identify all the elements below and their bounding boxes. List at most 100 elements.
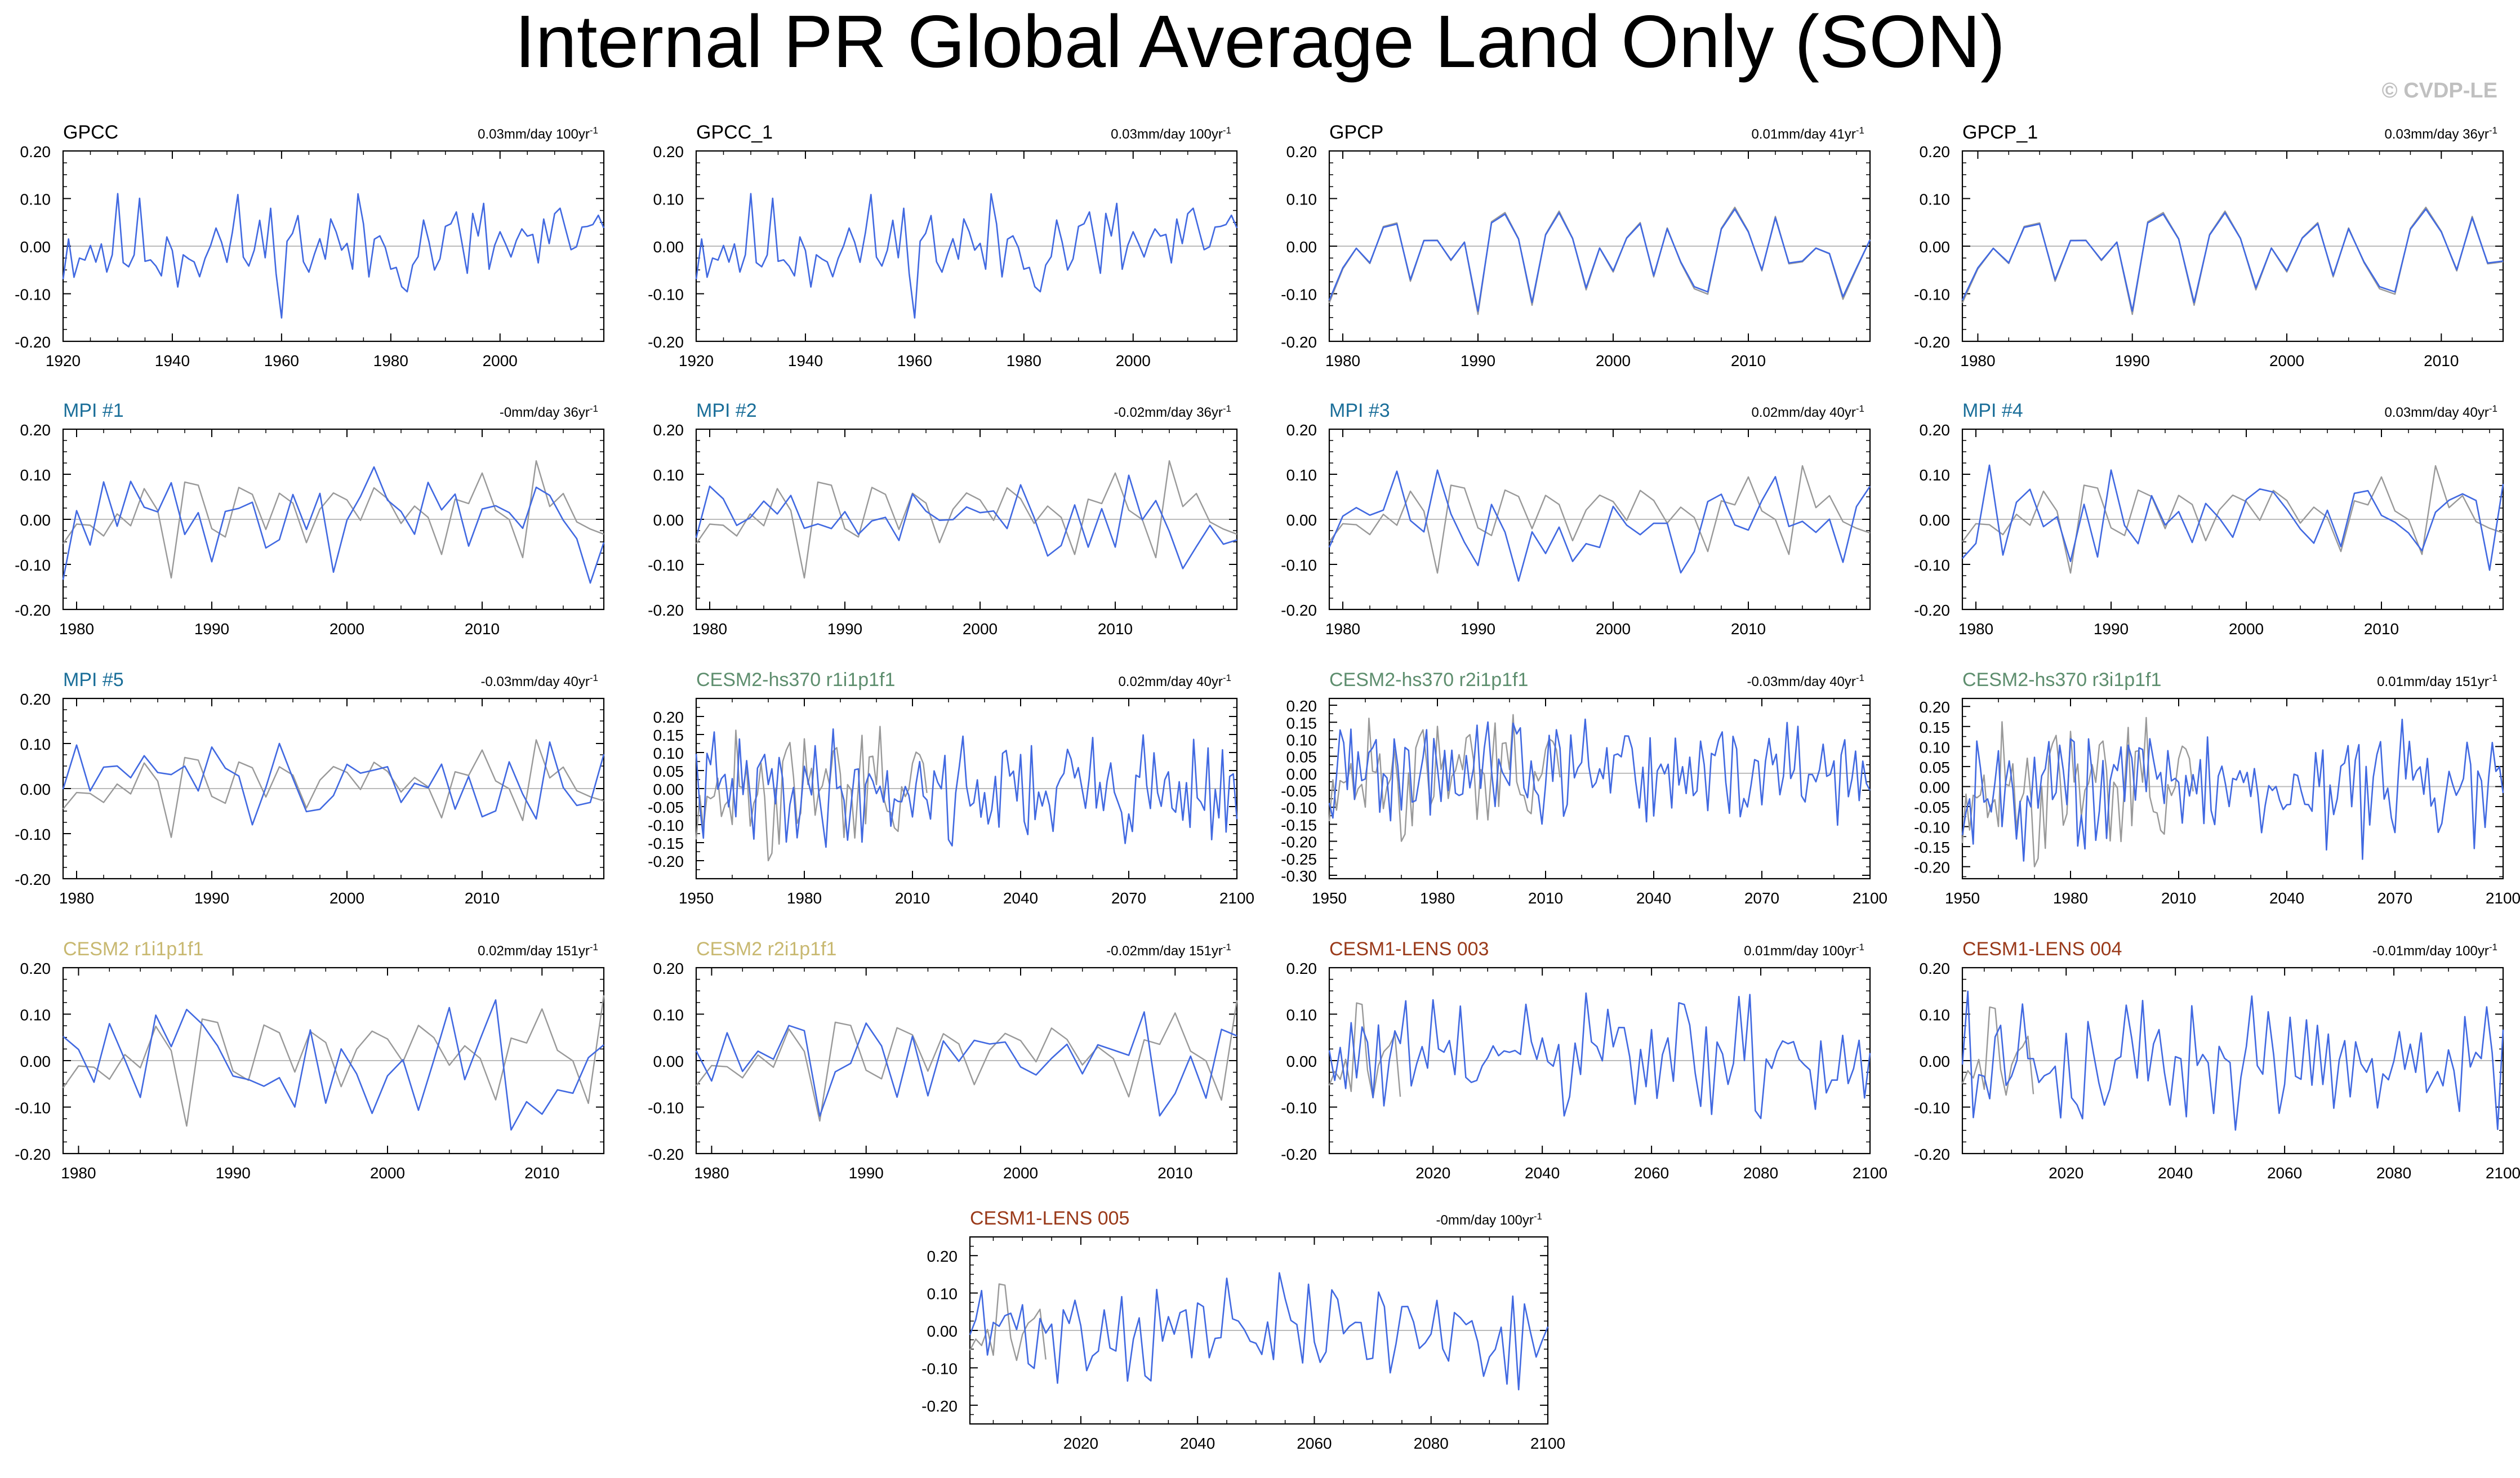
- y-tick-label: -0.20: [1914, 602, 1950, 619]
- x-tick-label: 2080: [1414, 1435, 1449, 1452]
- y-tick-label: 0.20: [653, 143, 684, 161]
- trend-exponent: -1: [1223, 125, 1231, 136]
- observation-series-line: [969, 1283, 1047, 1361]
- y-tick-label: 0.00: [1920, 778, 1951, 796]
- panel-trend: 0.02mm/day 151yr-1: [478, 942, 598, 959]
- x-tick-label: 1980: [1325, 352, 1360, 370]
- y-tick-label: 0.10: [653, 745, 684, 762]
- y-tick-label: -0.20: [1914, 859, 1950, 876]
- ensemble-series-line: [63, 999, 604, 1131]
- x-tick-label: 2040: [2269, 889, 2304, 907]
- y-tick-label: 0.20: [1286, 421, 1317, 439]
- y-tick-label: -0.20: [648, 333, 684, 351]
- observation-series-line: [1961, 206, 2504, 315]
- chart-panel: 0.20 0.10 0.00 -0.10 -0.20 1980 1990 2000 2010 CE…: [15, 938, 605, 1182]
- x-tick-label: 2000: [1596, 352, 1631, 370]
- chart-panel: 0.20 0.10 0.00 -0.10 -0.20 2020 2040 2060 2080 21…: [921, 1208, 1565, 1452]
- panel-trend: 0.03mm/day 36yr-1: [2384, 125, 2497, 143]
- x-tick-label: 1990: [194, 889, 229, 907]
- y-tick-label: 0.20: [1920, 960, 1951, 977]
- x-tick-label: 2000: [2229, 620, 2264, 638]
- y-tick-label: -0.10: [1914, 557, 1950, 574]
- panel-title: MPI #3: [1329, 400, 1390, 421]
- panel-trend: -0.02mm/day 151yr-1: [1106, 942, 1231, 959]
- x-tick-label: 2040: [1003, 889, 1038, 907]
- x-tick-label: 2000: [1003, 1164, 1038, 1182]
- chart-panel: 0.20 0.10 0.00 -0.10 -0.20 1980 1990 2000 2010 GP…: [1914, 122, 2504, 370]
- y-tick-label: 0.00: [20, 1053, 51, 1070]
- y-tick-label: 0.00: [653, 1053, 684, 1070]
- trend-exponent: -1: [1223, 942, 1231, 952]
- y-tick-label: 0.00: [1920, 511, 1951, 529]
- panel-trend: 0.01mm/day 151yr-1: [2377, 673, 2497, 690]
- chart-panel: 0.20 0.10 0.00 -0.10 -0.20 1980 1990 2000 2010 GP…: [1281, 122, 1871, 370]
- panel-trend: -0mm/day 100yr-1: [1436, 1211, 1542, 1228]
- y-tick-label: 0.20: [653, 421, 684, 439]
- panel-trend: -0mm/day 36yr-1: [500, 403, 598, 421]
- observation-series-line: [1961, 1006, 2034, 1096]
- panel-title: MPI #4: [1962, 400, 2023, 421]
- y-tick-label: -0.10: [15, 1099, 51, 1117]
- panel-title: CESM2 r1i1p1f1: [63, 938, 203, 960]
- panel-title: MPI #2: [696, 400, 757, 421]
- chart-panel: 0.20 0.10 0.00 -0.10 -0.20 1980 1990 2000 2010 MP…: [1914, 400, 2504, 638]
- y-tick-label: 0.00: [927, 1323, 958, 1340]
- trend-exponent: -1: [1534, 1211, 1542, 1222]
- chart-panel: 0.200.150.100.050.00-0.05-0.10-0.15-0.20…: [1914, 669, 2520, 907]
- y-tick-label: 0.10: [20, 191, 51, 208]
- y-tick-label: 0.00: [20, 511, 51, 529]
- x-tick-label: 1980: [2053, 889, 2088, 907]
- x-tick-label: 1980: [692, 620, 727, 638]
- y-tick-label: 0.10: [653, 191, 684, 208]
- trend-exponent: -1: [1856, 942, 1864, 952]
- chart-panel: 0.200.150.100.050.00-0.05-0.10-0.15-0.20…: [1281, 669, 1887, 907]
- x-tick-label: 1950: [1945, 889, 1980, 907]
- x-tick-label: 1940: [788, 352, 823, 370]
- x-tick-label: 1980: [1960, 352, 1995, 370]
- x-tick-label: 2010: [1731, 620, 1766, 638]
- x-tick-label: 2010: [524, 1164, 559, 1182]
- x-tick-label: 2010: [2424, 352, 2459, 370]
- x-tick-label: 1990: [1461, 352, 1495, 370]
- x-tick-label: 1990: [2115, 352, 2150, 370]
- y-tick-label: -0.20: [1914, 333, 1950, 351]
- y-tick-label: -0.20: [921, 1397, 958, 1415]
- panel-title: CESM2 r2i1p1f1: [696, 938, 836, 960]
- y-tick-label: 0.00: [1286, 511, 1317, 529]
- observation-series-line: [1328, 1002, 1401, 1099]
- y-tick-label: 0.20: [653, 709, 684, 726]
- x-tick-label: 1980: [1325, 620, 1360, 638]
- y-tick-label: -0.20: [648, 602, 684, 619]
- x-tick-label: 2020: [1415, 1164, 1450, 1182]
- x-tick-label: 2010: [1731, 352, 1766, 370]
- x-tick-label: 1980: [61, 1164, 96, 1182]
- y-tick-label: 0.15: [1286, 714, 1317, 732]
- y-tick-label: -0.05: [1281, 782, 1317, 800]
- y-tick-label: 0.05: [1286, 749, 1317, 766]
- x-tick-label: 1960: [264, 352, 299, 370]
- panel-trend: -0.02mm/day 36yr-1: [1114, 403, 1231, 421]
- x-tick-label: 1990: [849, 1164, 884, 1182]
- trend-exponent: -1: [2489, 403, 2497, 414]
- trend-exponent: -1: [1223, 403, 1231, 414]
- x-tick-label: 2060: [1297, 1435, 1332, 1452]
- y-tick-label: 0.00: [653, 781, 684, 798]
- trend-exponent: -1: [1856, 673, 1864, 683]
- observation-series-line: [1961, 716, 2194, 867]
- y-tick-label: -0.10: [1281, 1099, 1317, 1117]
- chart-panel: 0.20 0.10 0.00 -0.10 -0.20 2020 2040 2060 2080 21…: [1914, 938, 2520, 1182]
- y-tick-label: 0.10: [1286, 191, 1317, 208]
- y-tick-label: 0.10: [1920, 738, 1951, 756]
- ensemble-series-line: [1962, 464, 2504, 571]
- y-tick-label: -0.10: [1281, 799, 1317, 817]
- x-tick-label: 1920: [679, 352, 714, 370]
- chart-panel: 0.20 0.10 0.00 -0.10 -0.20 2020 2040 2060 2080 21…: [1281, 938, 1887, 1182]
- trend-exponent: -1: [1223, 673, 1231, 683]
- x-tick-label: 2040: [1525, 1164, 1560, 1182]
- y-tick-label: -0.15: [648, 835, 684, 852]
- trend-exponent: -1: [2489, 673, 2497, 683]
- y-tick-label: -0.25: [1281, 851, 1317, 868]
- y-tick-label: -0.10: [648, 817, 684, 834]
